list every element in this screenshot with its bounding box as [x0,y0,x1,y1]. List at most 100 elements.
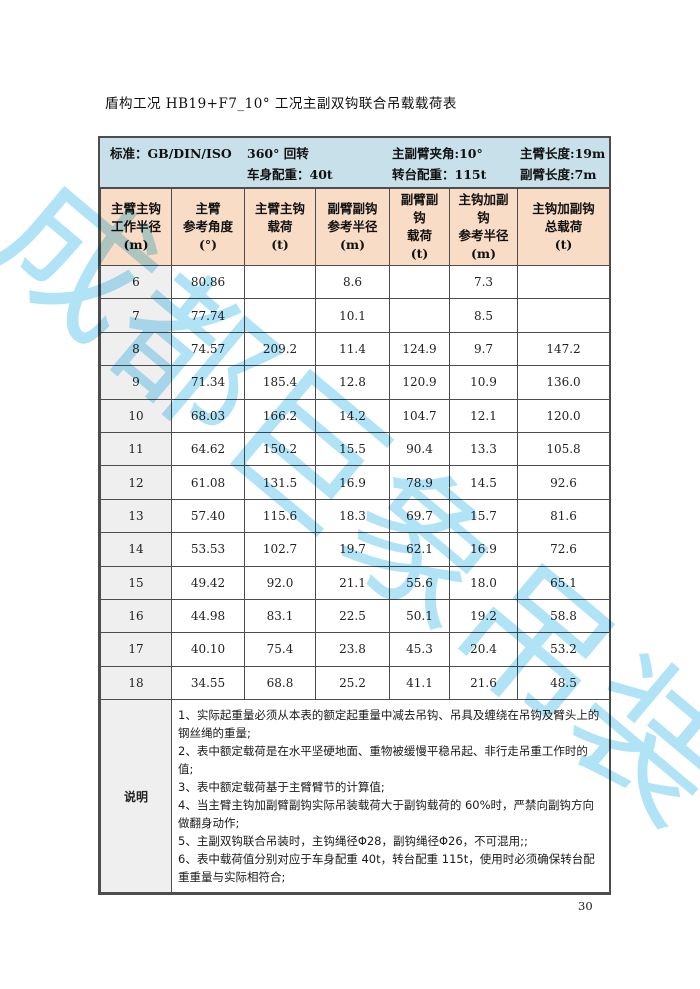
load-data-table: 主臂主钩 工作半径 (m) 主臂 参考角度 (°) 主臂主钩 载荷 (t) 副臂… [100,188,610,894]
value-cell: 25.2 [315,665,390,701]
spec-body-counterweight: 车身配重：40t [247,167,333,182]
value-cell: 18.3 [315,498,390,534]
value-cell: 68.03 [171,398,245,433]
table-row: 13 57.40 115.6 18.3 69.7 15.7 81.6 [100,498,610,534]
spec-rotation: 360° 回转 [247,146,309,161]
col-header-total-load: 主钩加副钩 总载荷 (t) [517,188,610,266]
header-row: 主臂主钩 工作半径 (m) 主臂 参考角度 (°) 主臂主钩 载荷 (t) 副臂… [100,188,610,266]
notes-label: 说明 [100,699,172,894]
value-cell [389,298,450,333]
table-row: 18 34.55 68.8 25.2 41.1 21.6 48.5 [100,665,610,701]
value-cell: 18.0 [449,565,518,600]
table-header: 主臂主钩 工作半径 (m) 主臂 参考角度 (°) 主臂主钩 载荷 (t) 副臂… [100,188,610,266]
notes-section: 说明 1、实际起重量必须从本表的额定起重量中减去吊钩、吊具及缠绕在吊钩及臂头上的… [100,699,610,894]
table-row: 9 71.34 185.4 12.8 120.9 10.9 136.0 [100,365,610,400]
value-cell: 65.1 [517,565,610,600]
working-radius-cell: 13 [100,498,172,534]
value-cell: 7.3 [449,264,518,300]
value-cell: 62.1 [389,532,450,567]
value-cell: 23.8 [315,632,390,667]
value-cell: 10.1 [315,298,390,333]
col-header-working-radius: 主臂主钩 工作半径 (m) [100,188,172,266]
notes-list: 1、实际起重量必须从本表的额定起重量中减去吊钩、吊具及缠绕在吊钩及臂头上的钢丝绳… [173,701,609,892]
table-row: 7 77.74 10.1 8.5 [100,298,610,333]
value-cell: 34.55 [171,665,245,701]
value-cell: 41.1 [389,665,450,701]
value-cell: 74.57 [171,331,245,367]
value-cell: 150.2 [244,431,316,467]
spec-col-standard: 标准：GB/DIN/ISO [100,138,237,187]
value-cell: 92.6 [517,465,610,500]
table-row: 15 49.42 92.0 21.1 55.6 18.0 65.1 [100,565,610,600]
value-cell: 78.9 [389,465,450,500]
value-cell: 69.7 [389,498,450,534]
working-radius-cell: 18 [100,665,172,701]
spec-turntable-counterweight: 转台配重：115t [392,167,487,182]
value-cell: 68.8 [244,665,316,701]
table-row: 17 40.10 75.4 23.8 45.3 20.4 53.2 [100,632,610,667]
note-item: 4、当主臂主钩加副臂副钩实际吊装载荷大于副钩载荷的 60%时，严禁向副钩方向做翻… [178,798,595,831]
value-cell: 71.34 [171,365,245,400]
value-cell: 21.6 [449,665,518,701]
working-radius-cell: 6 [100,264,172,300]
working-radius-cell: 16 [100,598,172,634]
value-cell: 104.7 [389,398,450,433]
value-cell [389,264,450,300]
value-cell: 92.0 [244,565,316,600]
value-cell: 45.3 [389,632,450,667]
spec-standard: 标准：GB/DIN/ISO [110,146,232,161]
value-cell: 12.8 [315,365,390,400]
working-radius-cell: 15 [100,565,172,600]
value-cell [244,264,316,300]
value-cell: 75.4 [244,632,316,667]
page-number: 30 [578,899,593,913]
working-radius-cell: 9 [100,365,172,400]
value-cell: 14.5 [449,465,518,500]
value-cell: 50.1 [389,598,450,634]
col-header-main-hook-load: 主臂主钩 载荷 (t) [244,188,316,266]
value-cell: 58.8 [517,598,610,634]
spec-main-boom-length: 主臂长度:19m [520,146,606,161]
value-cell: 166.2 [244,398,316,433]
value-cell [517,264,610,300]
value-cell: 64.62 [171,431,245,467]
value-cell: 9.7 [449,331,518,367]
value-cell: 105.8 [517,431,610,467]
working-radius-cell: 17 [100,632,172,667]
value-cell: 131.5 [244,465,316,500]
value-cell [517,298,610,333]
value-cell: 57.40 [171,498,245,534]
value-cell: 209.2 [244,331,316,367]
table-row: 6 80.86 8.6 7.3 [100,264,610,300]
value-cell: 40.10 [171,632,245,667]
spec-jib-length: 副臂长度:7m [520,167,597,182]
note-item: 2、表中额定载荷是在水平坚硬地面、重物被缓慢平稳吊起、非行走吊重工作时的值; [178,744,588,777]
value-cell: 83.1 [244,598,316,634]
note-item: 3、表中额定载荷基于主臂臂节的计算值; [178,780,385,795]
working-radius-cell: 12 [100,465,172,500]
table-row: 11 64.62 150.2 15.5 90.4 13.3 105.8 [100,431,610,467]
notes-row: 说明 1、实际起重量必须从本表的额定起重量中减去吊钩、吊具及缠绕在吊钩及臂头上的… [100,699,610,894]
value-cell: 90.4 [389,431,450,467]
working-radius-cell: 11 [100,431,172,467]
table-row: 16 44.98 83.1 22.5 50.1 19.2 58.8 [100,598,610,634]
value-cell: 81.6 [517,498,610,534]
table-row: 10 68.03 166.2 14.2 104.7 12.1 120.0 [100,398,610,433]
spec-header-band: 标准：GB/DIN/ISO 360° 回转 车身配重：40t 主副臂夹角:10°… [100,138,609,188]
spec-col-length: 主臂长度:19m 副臂长度:7m [510,138,609,187]
value-cell: 8.5 [449,298,518,333]
value-cell [244,298,316,333]
value-cell: 14.2 [315,398,390,433]
value-cell: 16.9 [449,532,518,567]
value-cell: 8.6 [315,264,390,300]
value-cell: 102.7 [244,532,316,567]
note-item: 6、表中载荷值分别对应于车身配重 40t，转台配重 115t，使用时必须确保转台… [178,852,595,885]
value-cell: 44.98 [171,598,245,634]
value-cell: 16.9 [315,465,390,500]
working-radius-cell: 14 [100,532,172,567]
note-item: 1、实际起重量必须从本表的额定起重量中减去吊钩、吊具及缠绕在吊钩及臂头上的钢丝绳… [178,708,600,741]
table-body: 6 80.86 8.6 7.3 7 77.74 10.1 8.5 8 74.57 209.2 11.4… [100,264,610,701]
value-cell: 147.2 [517,331,610,367]
value-cell: 115.6 [244,498,316,534]
